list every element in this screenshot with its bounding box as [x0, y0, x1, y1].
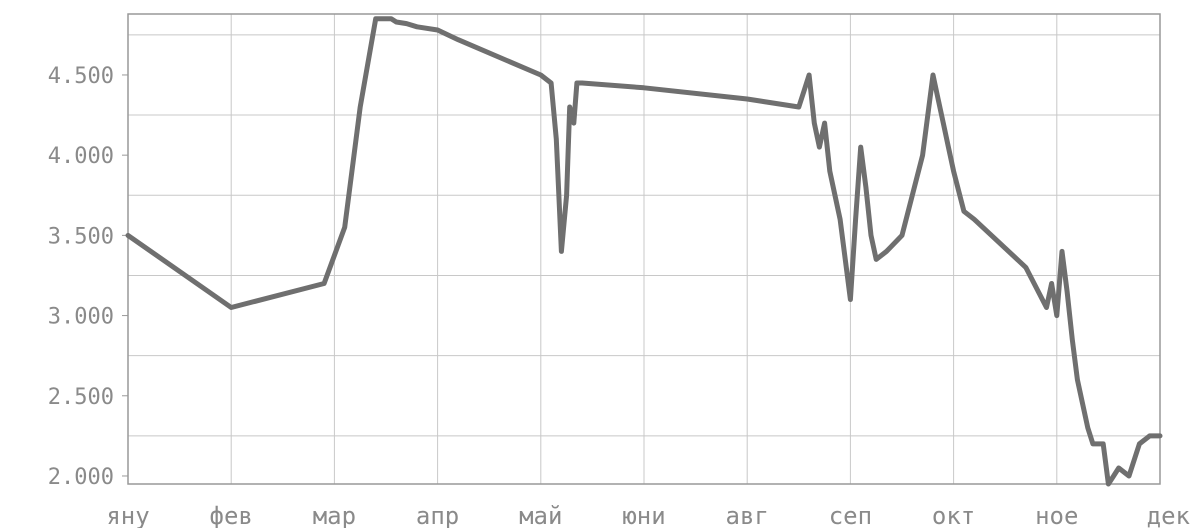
data-point	[936, 97, 940, 101]
x-tick-label: яну	[106, 502, 149, 528]
data-point	[946, 145, 950, 149]
data-point	[1112, 474, 1116, 478]
data-point	[642, 86, 646, 90]
x-tick-label: сеп	[829, 502, 872, 528]
x-tick-label: дек	[1147, 502, 1191, 528]
data-point	[952, 169, 956, 173]
x-tick-label: апр	[416, 502, 459, 528]
data-point	[575, 81, 579, 85]
data-point	[859, 145, 863, 149]
data-point	[921, 153, 925, 157]
data-point	[1137, 442, 1141, 446]
x-tick-label: ное	[1035, 502, 1078, 528]
data-point	[322, 281, 326, 285]
data-point	[394, 20, 398, 24]
x-tick-label: май	[519, 502, 562, 528]
data-point	[436, 28, 440, 32]
data-point	[900, 233, 904, 237]
data-point	[931, 73, 935, 77]
x-tick-label: юни	[622, 502, 665, 528]
data-point	[549, 81, 553, 85]
data-point	[838, 217, 842, 221]
data-point	[874, 257, 878, 261]
data-point	[812, 121, 816, 125]
data-point	[1024, 265, 1028, 269]
x-axis: яну фев мар апр май юни авг сеп окт ное дек	[106, 502, 1190, 528]
data-point	[405, 22, 409, 26]
data-point	[828, 169, 832, 173]
grid	[128, 14, 1160, 484]
data-point	[1044, 306, 1048, 310]
data-point	[1081, 402, 1085, 406]
data-point	[456, 38, 460, 42]
data-point	[1127, 474, 1131, 478]
data-point	[126, 233, 130, 237]
series-line	[125, 16, 1163, 487]
x-tick-label: окт	[932, 502, 975, 528]
data-point	[1060, 249, 1064, 253]
data-point	[823, 121, 827, 125]
data-point	[565, 193, 569, 197]
data-point	[797, 105, 801, 109]
data-point	[1065, 290, 1069, 294]
data-point	[1148, 434, 1152, 438]
data-point	[854, 217, 858, 221]
data-point	[415, 25, 419, 29]
data-point	[1106, 482, 1110, 486]
plot-frame	[127, 13, 1161, 485]
data-point	[1101, 442, 1105, 446]
y-tick-label: 3.500	[48, 224, 114, 249]
x-tick-label: авг	[726, 502, 769, 528]
y-axis: 4.500 4.000 3.500 3.000 2.500 2.000	[48, 64, 128, 490]
data-points	[126, 17, 1162, 486]
data-point	[1075, 378, 1079, 382]
data-point	[972, 217, 976, 221]
data-point	[1055, 314, 1059, 318]
y-tick-label: 3.000	[48, 305, 114, 330]
data-point	[572, 121, 576, 125]
data-point	[1086, 426, 1090, 430]
data-point	[1070, 338, 1074, 342]
data-point	[869, 233, 873, 237]
data-point	[941, 121, 945, 125]
data-point	[343, 225, 347, 229]
y-tick-label: 2.500	[48, 385, 114, 410]
data-point	[807, 73, 811, 77]
data-point	[817, 145, 821, 149]
data-point	[358, 105, 362, 109]
x-tick-label: фев	[210, 502, 253, 528]
y-tick-label: 4.000	[48, 144, 114, 169]
y-tick-label: 4.500	[48, 64, 114, 89]
data-point	[864, 185, 868, 189]
data-point	[885, 249, 889, 253]
data-point	[559, 249, 563, 253]
data-point	[1050, 281, 1054, 285]
y-tick-label: 2.000	[48, 465, 114, 490]
data-point	[229, 306, 233, 310]
data-point	[962, 209, 966, 213]
data-point	[1117, 466, 1121, 470]
data-point	[745, 97, 749, 101]
data-point	[1091, 442, 1095, 446]
data-point	[539, 73, 543, 77]
x-tick-label: мар	[313, 502, 356, 528]
data-point	[374, 17, 378, 21]
data-point	[568, 105, 572, 109]
data-point	[802, 89, 806, 93]
data-point	[1158, 434, 1162, 438]
data-point	[848, 298, 852, 302]
data-point	[580, 81, 584, 85]
data-point	[389, 17, 393, 21]
data-point	[554, 137, 558, 141]
